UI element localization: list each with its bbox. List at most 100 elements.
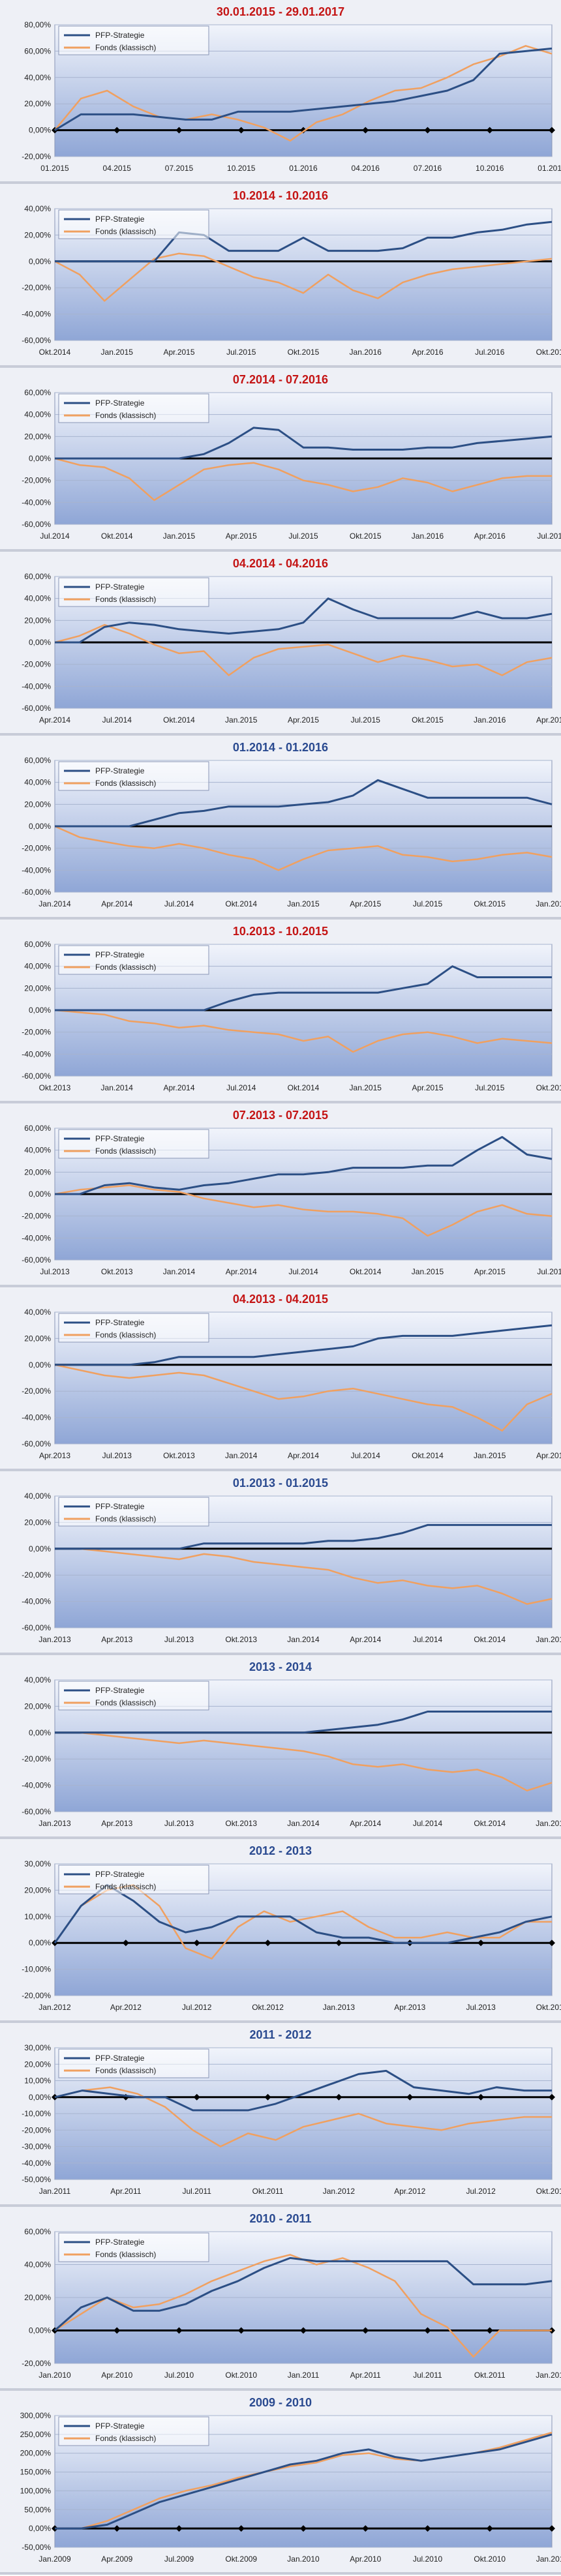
y-tick-label: -40,00% [22, 1781, 51, 1790]
legend-label: Fonds (klassisch) [95, 2434, 156, 2443]
y-tick-label: 200,00% [20, 2449, 52, 2458]
y-tick-label: 0,00% [29, 1938, 51, 1947]
y-tick-label: 10,00% [24, 1912, 51, 1921]
y-tick-label: -60,00% [22, 1623, 51, 1632]
y-tick-label: -60,00% [22, 1439, 51, 1448]
y-tick-label: 60,00% [24, 940, 51, 949]
y-tick-label: -20,00% [22, 283, 51, 292]
y-tick-label: 60,00% [24, 1124, 51, 1133]
y-tick-label: 40,00% [24, 1675, 51, 1685]
chart-panel: 2013 - 2014 40,00% 20,00% 0,00% -20,00% -40,0… [0, 1655, 561, 1839]
series-line-strategy [55, 597, 553, 644]
series-line-strategy [55, 1523, 552, 1550]
diamond-marker-icon [486, 127, 493, 134]
y-tick-label: 40,00% [24, 2260, 51, 2269]
y-tick-label: -10,00% [22, 2109, 51, 2118]
diamond-marker-icon [478, 2093, 485, 2101]
series-line-fund [55, 1548, 553, 1605]
x-tick-label: Jan.2014 [101, 1083, 134, 1092]
chart-title: 10.2014 - 10.2016 [232, 189, 329, 202]
series-line-strategy [55, 1324, 553, 1366]
y-tick-label: -40,00% [22, 1233, 51, 1242]
x-tick-label: Jan.2010 [38, 2371, 71, 2380]
x-tick-label: Jul.2015 [351, 715, 381, 725]
x-tick-label: Okt.2010 [225, 2371, 257, 2380]
diamond-marker-icon [237, 2525, 245, 2532]
y-tick-label: -60,00% [22, 520, 51, 529]
x-tick-label: Jan.2015 [287, 899, 320, 908]
y-tick-label: 20,00% [24, 1885, 51, 1895]
chart-panel: 10.2013 - 10.2015 60,00% 40,00% 20,00% 0,00%… [0, 920, 561, 1103]
y-tick-label: 20,00% [24, 2059, 51, 2069]
y-tick-label: 20,00% [24, 99, 51, 108]
panel-separator [0, 1101, 561, 1103]
series-line-fund [54, 45, 553, 142]
y-tick-label: 40,00% [24, 778, 51, 787]
y-tick-label: 0,00% [29, 1360, 51, 1370]
x-tick-label: Apr.2010 [101, 2371, 132, 2380]
line-chart: 60,00% 40,00% 20,00% 0,00% -20,00% Jan.2010 Ap… [22, 2227, 561, 2380]
x-tick-label: Jan.2011 [288, 2371, 320, 2380]
legend-label: PFP-Strategie [95, 1686, 145, 1695]
y-tick-label: 0,00% [29, 2326, 51, 2335]
x-tick-label: Jan.2014 [287, 1819, 320, 1828]
legend-label: PFP-Strategie [95, 1318, 145, 1327]
chart-panel: 04.2014 - 04.2016 60,00% 40,00% 20,00% 0,00%… [0, 552, 561, 736]
x-tick-label: Okt.2014 [474, 1635, 506, 1644]
series-line-strategy [54, 47, 553, 131]
y-tick-label: -40,00% [22, 310, 51, 319]
x-tick-label: 07.2015 [165, 164, 194, 173]
y-tick-label: -40,00% [22, 1597, 51, 1606]
diamond-marker-icon [549, 2525, 555, 2532]
series-line-fund [54, 1364, 553, 1432]
x-tick-label: Apr.2016 [474, 532, 506, 541]
x-tick-label: Jul.2014 [40, 532, 70, 541]
panel-separator [0, 1836, 561, 1839]
diamond-marker-icon [193, 1939, 200, 1947]
y-tick-label: -50,00% [22, 2175, 51, 2184]
y-tick-label: 30,00% [24, 2043, 51, 2052]
x-tick-label: 01.2016 [289, 164, 318, 173]
series-line-strategy [54, 2069, 552, 2112]
y-tick-label: -60,00% [22, 336, 51, 345]
x-tick-label: Jul.2015 [413, 899, 443, 908]
x-tick-label: Jan.2012 [323, 2187, 356, 2196]
series-line-fund [54, 2086, 552, 2148]
line-chart: 40,00% 20,00% 0,00% -20,00% -40,00% -60,00% Ap… [22, 1308, 561, 1460]
legend-label: PFP-Strategie [95, 1870, 145, 1879]
y-tick-label: 20,00% [24, 1701, 51, 1711]
x-tick-label: Okt.2014 [39, 348, 71, 357]
x-tick-label: Okt.2016 [536, 348, 561, 357]
y-tick-label: 60,00% [24, 572, 51, 581]
legend [58, 1865, 209, 1895]
series-line-fund [54, 825, 553, 871]
x-tick-label: Jul.2010 [164, 2371, 194, 2380]
x-tick-label: Apr.2011 [110, 2187, 141, 2196]
x-tick-label: Apr.2014 [163, 1083, 194, 1092]
line-chart: 40,00% 20,00% 0,00% -20,00% -40,00% -60,00% Ok… [22, 204, 561, 357]
x-tick-label: Okt.2009 [225, 2554, 257, 2564]
x-tick-label: Apr.2014 [39, 715, 70, 725]
y-tick-label: -60,00% [22, 1071, 51, 1081]
x-tick-label: Jan.2014 [225, 1451, 258, 1460]
legend-label: Fonds (klassisch) [95, 2066, 156, 2075]
x-tick-label: Apr.2015 [412, 1083, 443, 1092]
legend [58, 945, 209, 975]
series-line-fund [54, 252, 553, 302]
y-tick-label: -40,00% [22, 498, 51, 507]
chart-title: 2011 - 2012 [249, 2028, 312, 2041]
diamond-marker-icon [237, 2327, 245, 2334]
diamond-marker-icon [237, 127, 245, 134]
x-tick-label: Jul.2013 [164, 1635, 194, 1644]
x-tick-label: Jul.2014 [164, 899, 194, 908]
x-tick-label: Apr.2016 [536, 715, 561, 725]
x-tick-label: Apr.2014 [288, 1451, 319, 1460]
series-line-strategy [53, 1883, 553, 1944]
chart-title: 2013 - 2014 [249, 1660, 312, 1673]
legend-label: PFP-Strategie [95, 215, 145, 224]
x-tick-label: Jan.2013 [38, 1635, 71, 1644]
x-tick-label: Jul.2014 [288, 1267, 318, 1276]
legend [58, 25, 209, 55]
diamond-marker-icon [362, 2327, 369, 2334]
